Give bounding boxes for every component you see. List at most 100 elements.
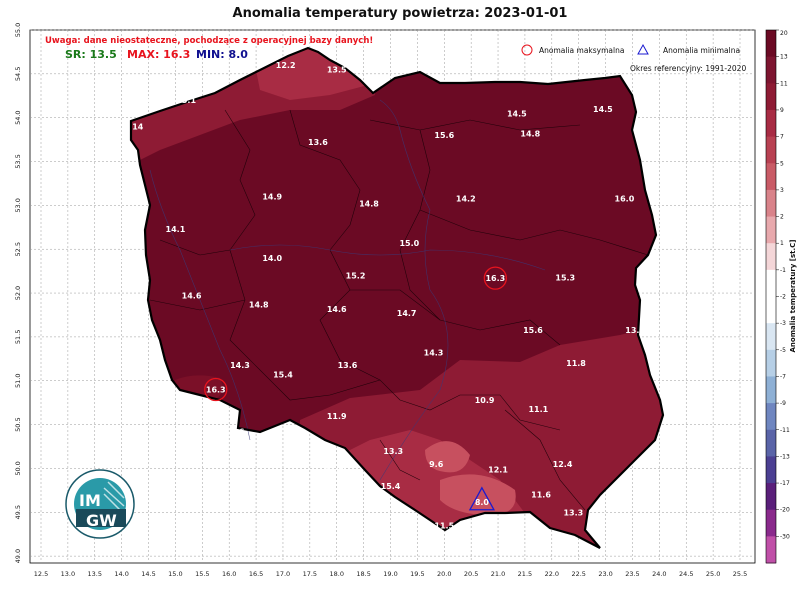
colorbar-title: Anomalia temperatury [st.C] [789,240,797,353]
colorbar-tick-label: -13 [780,453,790,460]
max-anomaly-marker [483,266,508,290]
x-tick-label: 18.5 [356,570,370,578]
station-value: 9.9 [314,39,329,48]
colorbar-tick-label: -30 [780,533,790,540]
region-borders [149,109,649,511]
colorbar-tick-label: 3 [780,187,784,194]
colorbar: 20 13 11 9 7 5 3 2 1 -1 -2 -3 -5 -7 -9 -11 -13 -17 -20 -30 [765,29,790,564]
x-tick-label: 17.5 [303,570,317,578]
x-tick-label: 15.0 [168,570,182,578]
station-value: 11.9 [324,466,344,475]
colorbar-segment [766,403,776,431]
colorbar-segment [766,536,776,564]
x-tick-label: 22.0 [545,570,559,578]
station-value: 14.3 [230,361,250,370]
rivers [149,99,546,481]
station-value: 13.5 [625,326,645,335]
fill-9-6 [425,441,470,473]
station-value: 12.4 [553,460,573,469]
station-value: 16.3 [485,274,505,283]
station-value: 15.6 [434,131,454,140]
x-tick-label: 14.5 [141,570,155,578]
colorbar-segment [766,323,776,351]
station-value: 14.7 [397,309,417,318]
colorbar-tick-label: -3 [780,320,786,327]
station-value: 13.2 [98,171,118,180]
colorbar-tick-label: 9 [780,107,784,114]
y-tick-label: 50.0 [14,461,22,475]
y-tick-label: 52.5 [14,242,22,256]
y-tick-label: 49.5 [14,505,22,519]
colorbar-segment [766,30,776,58]
x-tick-label: 16.5 [249,570,263,578]
station-value: 10.9 [475,396,495,405]
x-tick-label: 20.0 [437,570,451,578]
station-value: 14.8 [359,200,379,209]
station-value: 13.6 [225,428,245,437]
station-labels: 9.9 12.2 13.5 12.4 13.1 14 14.5 14.5 15.6 14.8 13.… [98,39,645,530]
x-tick-label: 22.5 [571,570,585,578]
stat-min: MIN: 8.0 [196,48,248,61]
x-axis-ticks: 12.5 13.0 13.5 14.0 14.5 15.0 15.5 16.0 16.5 17.0… [34,570,747,578]
station-value: 11.9 [327,412,347,421]
colorbar-segment [766,109,776,138]
warning-text: Uwaga: dane nieostateczne, pochodzące z … [45,36,373,46]
station-value: 14.5 [593,105,613,114]
colorbar-tick-label: 7 [780,134,784,141]
x-tick-label: 19.5 [410,570,424,578]
station-value: 14.0 [262,254,282,263]
x-tick-label: 15.5 [195,570,209,578]
station-value: 16.0 [615,194,635,203]
x-tick-label: 19.0 [383,570,397,578]
colorbar-segment [766,349,776,377]
colorbar-tick-label: -11 [780,427,790,434]
colorbar-tick-label: 11 [780,80,788,87]
y-tick-label: 51.5 [14,330,22,344]
legend-min-label: Anomalia minimalna [663,46,740,55]
y-tick-label: 49.0 [14,549,22,563]
colorbar-tick-label: -17 [780,480,790,487]
y-tick-label: 50.5 [14,417,22,431]
stat-max: MAX: 16.3 [127,48,190,61]
colorbar-segment [766,216,776,244]
logo-text-top: IM [79,491,101,510]
station-value: 11.6 [531,491,551,500]
stat-mean: SR: 13.5 [65,48,117,61]
colorbar-tick-label: 20 [780,30,788,37]
station-value: 8.0 [475,498,490,507]
legend-max-icon [521,44,533,56]
station-value: 13.1 [176,96,196,105]
station-value: 14.6 [327,305,347,314]
y-tick-label: 55.0 [14,23,22,37]
legend-max-label: Anomalia maksymalna [539,46,624,55]
colorbar-segment [766,83,776,111]
station-value: 14 [132,122,144,131]
x-tick-label: 24.0 [652,570,666,578]
colorbar-segment [766,56,776,84]
station-value: 16.3 [206,386,226,395]
colorbar-segment [766,509,776,537]
station-value: 14.1 [166,225,186,234]
station-value: 13.3 [383,447,403,456]
y-tick-label: 53.0 [14,198,22,212]
y-tick-label: 54.5 [14,67,22,81]
reference-period: Okres referencyjny: 1991-2020 [630,64,746,73]
poland-border [129,46,665,549]
x-tick-label: 16.0 [222,570,236,578]
colorbar-tick-label: -5 [780,347,786,354]
colorbar-segment [766,243,776,271]
station-value: 14.6 [182,292,202,301]
station-value: 15.6 [523,326,543,335]
colorbar-tick-label: -9 [780,400,786,407]
y-tick-label: 52.0 [14,286,22,300]
x-tick-label: 25.5 [733,570,747,578]
x-tick-label: 20.5 [464,570,478,578]
colorbar-segment [766,269,776,297]
colorbar-tick-label: -20 [780,507,790,514]
x-tick-label: 23.5 [625,570,639,578]
station-value: 14.8 [520,129,540,138]
station-value: 14.9 [262,193,282,202]
x-tick-label: 23.0 [598,570,612,578]
station-value: 12.2 [276,61,296,70]
